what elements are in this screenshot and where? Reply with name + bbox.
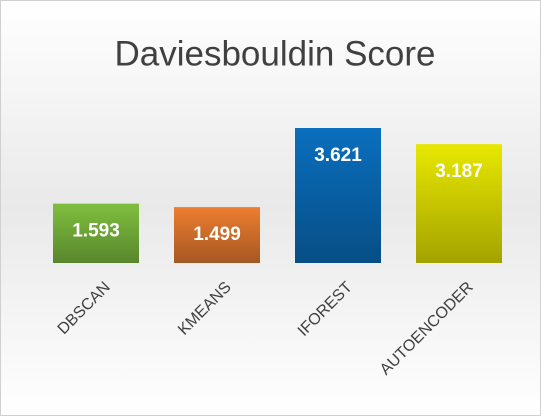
data-label: 3.621 [314,145,362,166]
bar-shade [174,207,260,263]
data-label: 3.187 [435,161,483,182]
bar-shade [416,144,502,263]
data-label: 1.593 [72,221,120,242]
bar-shade [53,203,139,263]
data-label: 1.499 [193,224,241,245]
bar-shade [295,128,381,263]
chart-title: Daviesbouldin Score [114,34,435,73]
